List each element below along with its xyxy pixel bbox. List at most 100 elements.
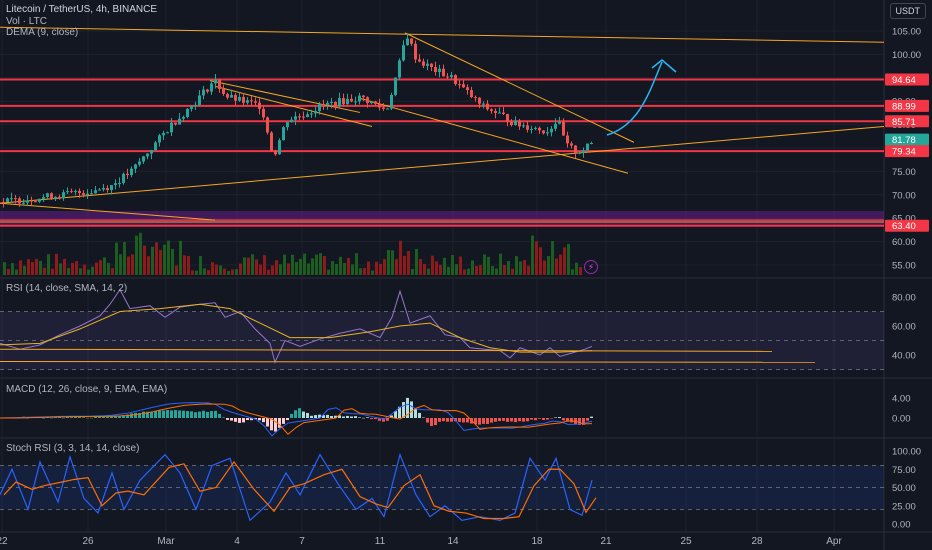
macd-histogram-bar [270, 418, 273, 431]
stoch-k-line [0, 452, 593, 522]
candle-body [322, 104, 325, 106]
volume-bar [203, 268, 206, 275]
volume-bar [295, 262, 298, 275]
time-tick-label: 26 [82, 536, 94, 547]
volume-bar [399, 240, 402, 275]
candle-body [66, 191, 69, 193]
candle-body [58, 196, 61, 199]
candle-body [310, 113, 313, 115]
volume-bar [43, 267, 46, 275]
forecast-arrow[interactable] [606, 59, 677, 136]
candle-body [2, 201, 5, 203]
volume-bar [287, 263, 290, 275]
volume-bar [231, 269, 234, 275]
volume-bar [59, 263, 62, 275]
volume-bar [415, 248, 418, 275]
macd-histogram-bar [338, 415, 341, 418]
candle-body [134, 164, 137, 169]
macd-histogram-bar [530, 418, 533, 420]
volume-bar [15, 269, 18, 275]
candle-body [526, 125, 529, 130]
volume-bar [483, 254, 486, 275]
volume-bar [195, 270, 198, 275]
macd-signal-line [0, 403, 593, 435]
candle-body [258, 102, 261, 109]
candle-body [278, 140, 281, 155]
candle-body [490, 109, 493, 111]
macd-histogram-bar [210, 411, 213, 418]
macd-histogram-bar [266, 418, 269, 427]
volume-bar [479, 265, 482, 275]
stoch-tick-label: 0.00 [892, 520, 911, 531]
price-label-text: 79.34 [892, 147, 916, 158]
candle-body [446, 76, 449, 78]
lightning-icon[interactable]: ⚡ [584, 260, 598, 274]
macd-histogram-bar [322, 415, 325, 418]
price-tick-label: 60.00 [892, 237, 916, 248]
macd-histogram-bar [462, 418, 465, 423]
candles[interactable] [2, 33, 593, 208]
volume-bar [335, 263, 338, 275]
volume-bar [251, 254, 254, 275]
volume-label[interactable]: Vol · LTC [6, 16, 47, 27]
volume-bar [19, 260, 22, 275]
volume-bars [3, 232, 582, 275]
candle-body [498, 112, 501, 114]
macd-histogram-bar [514, 418, 517, 423]
volume-bar [407, 251, 410, 275]
dema-label[interactable]: DEMA (9, close) [6, 27, 79, 38]
symbol-title[interactable]: Litecoin / TetherUS, 4h, BINANCE [6, 4, 157, 15]
macd-histogram-bar [510, 418, 513, 422]
volume-bar [395, 259, 398, 275]
macd-histogram-bar [158, 409, 161, 418]
macd-panel: 4.00 0.00 [0, 394, 911, 437]
candle-body [462, 84, 465, 88]
candle-body [334, 101, 337, 107]
macd-histogram-bar [234, 418, 237, 422]
volume-bar [519, 261, 522, 275]
zones [0, 211, 884, 225]
candle-body [90, 193, 93, 195]
candle-body [438, 68, 441, 72]
candle-body [358, 95, 361, 102]
macd-histogram-bar [242, 418, 245, 423]
candle-body [522, 125, 525, 127]
price-axis: 105.00100.0095.0090.0085.0080.0075.0070.… [885, 27, 929, 272]
candle-body [250, 100, 253, 102]
candle-body [14, 198, 17, 200]
macd-histogram-bar [386, 418, 389, 421]
candle-body [70, 191, 73, 193]
macd-histogram-bar [42, 417, 45, 419]
candle-body [238, 96, 241, 101]
currency-button[interactable]: USDT [889, 3, 926, 19]
lower-left-line [0, 202, 216, 221]
candle-body [102, 188, 105, 190]
macd-histogram-bar [58, 416, 61, 418]
candle-body [122, 173, 125, 183]
rsi-signal-line [0, 303, 593, 353]
volume-bar [499, 253, 502, 275]
candle-body [290, 119, 293, 123]
volume-bar [135, 235, 138, 275]
trend-lines [0, 26, 885, 223]
stoch-rsi-label[interactable]: Stoch RSI (3, 3, 14, 14, close) [6, 443, 140, 454]
volume-bar [111, 268, 114, 275]
rsi-support-line [0, 361, 816, 363]
candle-body [410, 38, 413, 44]
volume-bar [211, 262, 214, 275]
volume-bar [551, 240, 554, 275]
macd-histogram-bar [310, 415, 313, 418]
macd-histogram-bar [418, 412, 421, 418]
macd-histogram-bar [546, 418, 549, 420]
volume-bar [103, 257, 106, 275]
macd-label[interactable]: MACD (12, 26, close, 9, EMA, EMA) [6, 384, 168, 395]
macd-histogram-bar [430, 418, 433, 427]
macd-histogram-bar [110, 415, 113, 418]
candle-body [162, 132, 165, 136]
rsi-label[interactable]: RSI (14, close, SMA, 14, 2) [6, 283, 128, 294]
volume-bar [7, 268, 10, 275]
candle-body [478, 97, 481, 104]
candle-body [582, 150, 585, 153]
volume-bar [119, 254, 122, 275]
